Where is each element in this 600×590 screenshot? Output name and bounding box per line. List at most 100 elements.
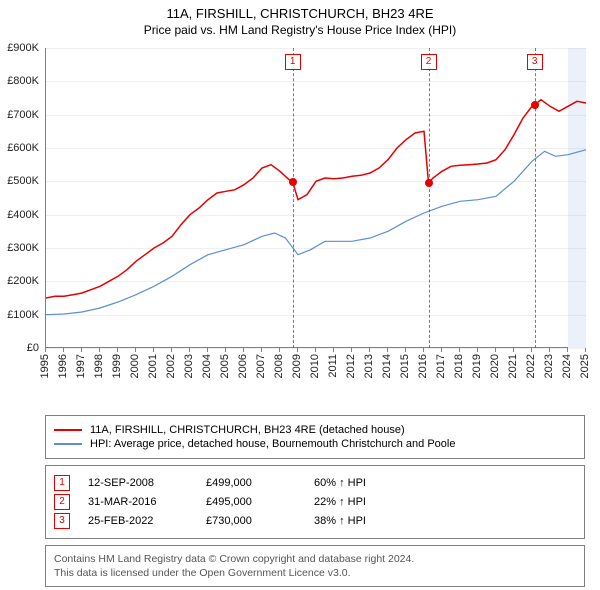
event-marker-dot (289, 178, 297, 186)
x-tick-mark (333, 348, 334, 352)
x-tick-mark (81, 348, 82, 352)
x-tick-mark (135, 348, 136, 352)
x-axis-label: 2001 (147, 354, 159, 378)
x-axis-label: 1995 (39, 354, 51, 378)
x-axis-label: 2007 (255, 354, 267, 378)
event-row: 112-SEP-2008£499,00060% ↑ HPI (54, 475, 576, 491)
x-tick-mark (243, 348, 244, 352)
x-axis-label: 1996 (57, 354, 69, 378)
events-table: 112-SEP-2008£499,00060% ↑ HPI231-MAR-201… (45, 465, 585, 539)
credit-box: Contains HM Land Registry data © Crown c… (45, 545, 585, 587)
event-price: £499,000 (206, 477, 296, 489)
x-tick-mark (297, 348, 298, 352)
y-axis-label: £600K (0, 142, 39, 154)
page-title: 11A, FIRSHILL, CHRISTCHURCH, BH23 4RE (0, 6, 600, 21)
x-axis-label: 2008 (273, 354, 285, 378)
y-axis-label: £100K (0, 309, 39, 321)
event-row: 3 25-FEB-2022 £730,000 38% ↑ HPI (54, 513, 576, 529)
x-tick-mark (513, 348, 514, 352)
x-axis-label: 2023 (543, 354, 555, 378)
x-axis-label: 2000 (129, 354, 141, 378)
event-marker-number: 3 (527, 54, 543, 70)
page-subtitle: Price paid vs. HM Land Registry's House … (0, 23, 600, 37)
x-tick-mark (441, 348, 442, 352)
x-tick-mark (207, 348, 208, 352)
x-tick-mark (585, 348, 586, 352)
event-number-box: 3 (54, 513, 70, 529)
event-marker-number: 2 (421, 54, 437, 70)
x-tick-mark (117, 348, 118, 352)
x-axis-label: 2014 (381, 354, 393, 378)
x-axis-label: 2002 (165, 354, 177, 378)
legend-item: 11A, FIRSHILL, CHRISTCHURCH, BH23 4RE (d… (54, 424, 576, 436)
x-axis-label: 2005 (219, 354, 231, 378)
gridline (46, 348, 586, 349)
event-pct: 60% ↑ HPI (314, 477, 366, 489)
x-tick-mark (549, 348, 550, 352)
event-price: £730,000 (206, 515, 296, 527)
price-chart: 123 £0£100K£200K£300K£400K£500K£600K£700… (45, 48, 585, 378)
x-axis-label: 2013 (363, 354, 375, 378)
x-axis-label: 2021 (507, 354, 519, 378)
event-row: 2 31-MAR-2016 £495,000 22% ↑ HPI (54, 494, 576, 510)
event-marker-dot (425, 179, 433, 187)
x-axis-label: 1998 (93, 354, 105, 378)
x-tick-mark (423, 348, 424, 352)
x-axis-label: 2024 (561, 354, 573, 378)
x-tick-mark (369, 348, 370, 352)
y-axis-label: £0 (0, 342, 39, 354)
x-tick-mark (99, 348, 100, 352)
x-tick-mark (225, 348, 226, 352)
event-marker-number: 1 (285, 54, 301, 70)
x-tick-mark (567, 348, 568, 352)
x-axis-label: 2025 (579, 354, 591, 378)
x-axis-label: 2004 (201, 354, 213, 378)
legend-swatch (54, 429, 82, 431)
y-axis-label: £400K (0, 209, 39, 221)
event-marker-dot (531, 101, 539, 109)
x-tick-mark (63, 348, 64, 352)
x-tick-mark (315, 348, 316, 352)
x-axis-label: 2012 (345, 354, 357, 378)
x-axis-label: 2015 (399, 354, 411, 378)
event-pct: 22% ↑ HPI (314, 496, 366, 508)
event-pct: 38% ↑ HPI (314, 515, 366, 527)
x-tick-mark (477, 348, 478, 352)
x-axis-label: 2018 (453, 354, 465, 378)
y-axis-label: £200K (0, 275, 39, 287)
x-axis-label: 2006 (237, 354, 249, 378)
legend-swatch (54, 443, 82, 445)
x-axis-label: 2010 (309, 354, 321, 378)
x-axis-label: 1997 (75, 354, 87, 378)
x-axis-label: 2022 (525, 354, 537, 378)
x-tick-mark (531, 348, 532, 352)
x-axis-label: 2016 (417, 354, 429, 378)
chart-lines (46, 48, 586, 348)
x-tick-mark (405, 348, 406, 352)
x-tick-mark (279, 348, 280, 352)
x-axis-label: 2019 (471, 354, 483, 378)
x-axis-label: 2017 (435, 354, 447, 378)
y-axis-label: £800K (0, 75, 39, 87)
legend-label: 11A, FIRSHILL, CHRISTCHURCH, BH23 4RE (d… (90, 424, 405, 436)
x-tick-mark (45, 348, 46, 352)
x-tick-mark (495, 348, 496, 352)
x-axis-label: 2003 (183, 354, 195, 378)
series-property (46, 100, 586, 298)
x-tick-mark (351, 348, 352, 352)
x-axis-label: 2020 (489, 354, 501, 378)
credit-line: Contains HM Land Registry data © Crown c… (54, 552, 576, 566)
y-axis-label: £300K (0, 242, 39, 254)
x-tick-mark (261, 348, 262, 352)
event-number-box: 2 (54, 494, 70, 510)
x-tick-mark (153, 348, 154, 352)
credit-line: This data is licensed under the Open Gov… (54, 566, 576, 580)
event-price: £495,000 (206, 496, 296, 508)
event-date: 25-FEB-2022 (88, 515, 188, 527)
event-date: 31-MAR-2016 (88, 496, 188, 508)
series-hpi (46, 150, 586, 315)
y-axis-label: £500K (0, 175, 39, 187)
x-tick-mark (459, 348, 460, 352)
legend-item: HPI: Average price, detached house, Bour… (54, 438, 576, 450)
event-marker-line (535, 48, 536, 348)
